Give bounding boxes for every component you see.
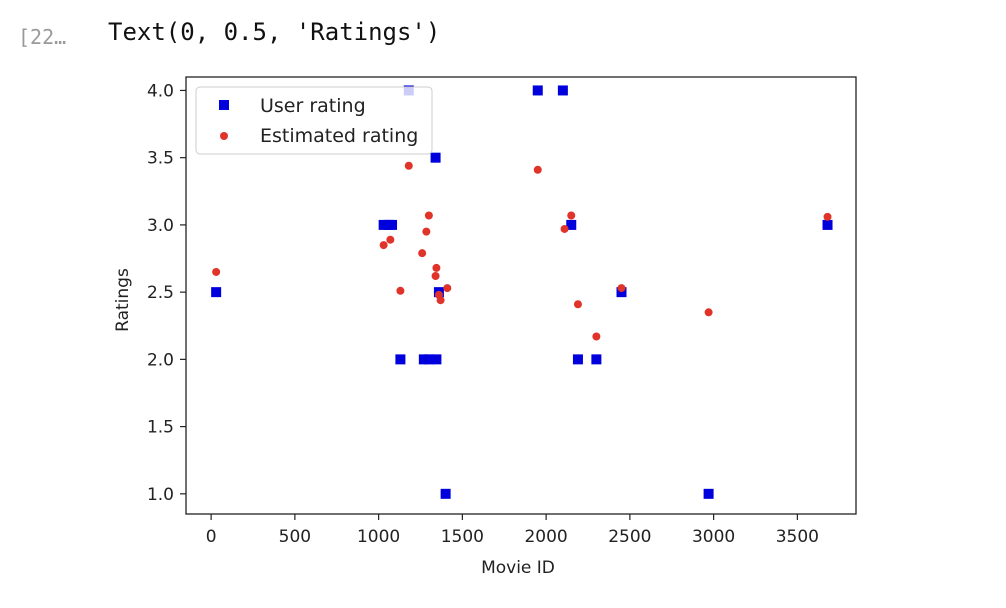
legend-box	[195, 86, 433, 155]
estimated-rating-point	[704, 308, 713, 317]
y-tick-label: 4.0	[147, 81, 174, 101]
y-tick-label: 1.5	[147, 418, 174, 438]
user-rating-point	[616, 287, 627, 298]
legend-marker-estimated	[220, 132, 228, 140]
cell-prompt: [22…	[18, 25, 67, 49]
estimated-rating-point	[431, 272, 440, 281]
estimated-rating-point	[432, 263, 441, 272]
estimated-rating-point	[443, 284, 452, 293]
user-rating-point	[532, 85, 543, 96]
user-rating-point	[591, 354, 602, 365]
estimated-rating-point	[386, 235, 395, 244]
user-rating-point	[211, 287, 222, 298]
estimated-rating-point	[567, 211, 576, 220]
estimated-rating-point	[418, 249, 427, 258]
user-rating-point	[431, 354, 442, 365]
x-tick-label: 500	[279, 527, 311, 547]
x-tick-label: 0	[206, 527, 217, 547]
user-rating-point	[822, 219, 833, 230]
x-tick-label: 1000	[357, 527, 400, 547]
user-rating-point	[557, 85, 568, 96]
user-rating-point	[703, 488, 714, 499]
y-tick-label: 3.5	[147, 149, 174, 169]
estimated-rating-point	[617, 284, 626, 293]
estimated-rating-point	[533, 165, 542, 174]
user-rating-point	[430, 152, 441, 163]
estimated-rating-point	[560, 224, 569, 233]
legend-label-user: User rating	[260, 95, 366, 117]
legend: User rating Estimated rating	[195, 86, 433, 155]
estimated-rating-point	[212, 267, 221, 276]
user-rating-point	[387, 219, 398, 230]
user-rating-point	[395, 354, 406, 365]
x-tick-label: 2500	[608, 527, 651, 547]
estimated-rating-point	[436, 296, 445, 305]
x-tick-label: 3500	[776, 527, 819, 547]
cell-output-text: Text(0, 0.5, 'Ratings')	[108, 18, 441, 46]
user-rating-point	[378, 219, 389, 230]
estimated-rating-point	[404, 161, 413, 170]
x-tick-label: 3000	[692, 527, 735, 547]
estimated-rating-point	[573, 300, 582, 309]
x-axis-label: Movie ID	[481, 558, 555, 578]
user-rating-point	[572, 354, 583, 365]
x-tick-label: 2000	[524, 527, 567, 547]
estimated-rating-point	[592, 332, 601, 341]
y-tick-label: 2.5	[147, 283, 174, 303]
y-tick-label: 2.0	[147, 350, 174, 370]
y-tick-label: 3.0	[147, 216, 174, 236]
estimated-rating-point	[424, 211, 433, 220]
legend-marker-user	[219, 100, 229, 110]
user-rating-point	[440, 488, 451, 499]
y-axis-label: Ratings	[113, 268, 133, 332]
user-rating-point	[566, 219, 577, 230]
estimated-rating-point	[379, 241, 388, 250]
y-tick-label: 1.0	[147, 485, 174, 505]
plot-frame	[185, 76, 857, 515]
user-rating-point	[418, 354, 429, 365]
user-rating-point	[423, 354, 434, 365]
estimated-rating-point	[396, 286, 405, 295]
legend-label-estimated: Estimated rating	[260, 125, 418, 147]
estimated-rating-point	[422, 227, 431, 236]
estimated-rating-point	[823, 212, 832, 221]
x-tick-label: 1500	[441, 527, 484, 547]
